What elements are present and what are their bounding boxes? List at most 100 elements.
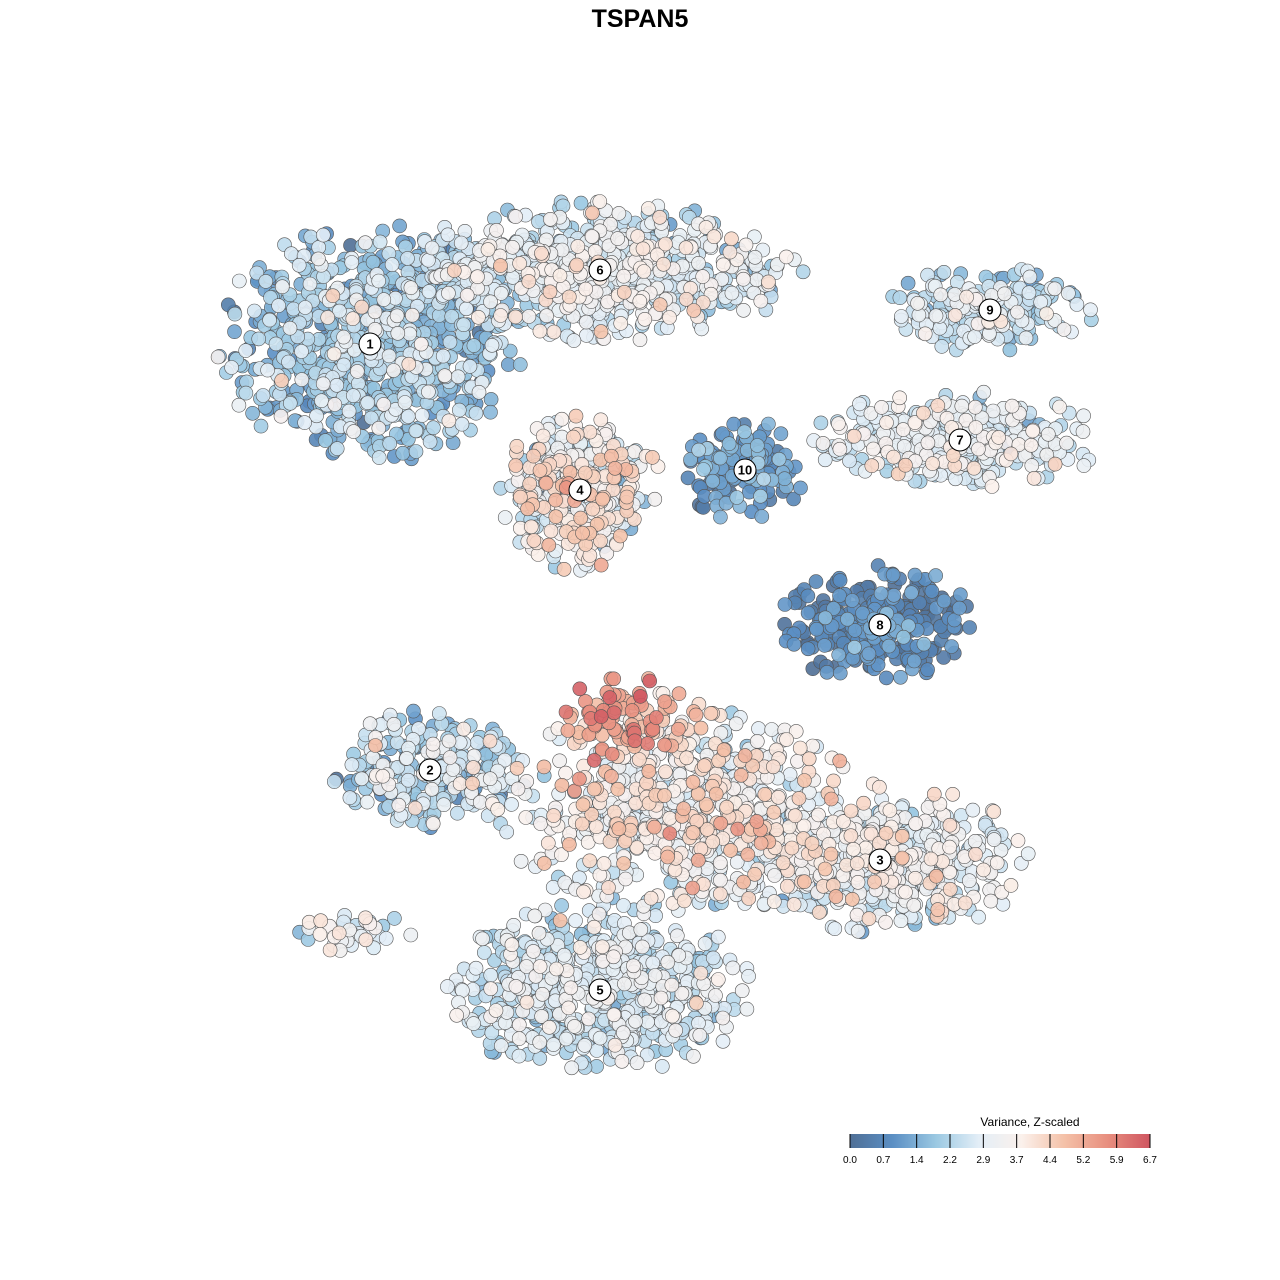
data-point [581,1011,596,1027]
data-point [952,600,967,616]
data-point [691,442,707,458]
data-point [546,1037,561,1052]
data-point [594,939,610,955]
data-point [610,231,626,246]
data-point [694,321,709,337]
data-point [850,874,866,890]
data-point [817,638,832,653]
data-point [440,227,456,243]
data-point [490,802,506,817]
data-point [819,664,835,680]
data-point [968,420,984,435]
data-point [489,223,504,238]
data-point [554,898,569,913]
data-point [831,647,847,663]
data-point [906,898,922,913]
data-point [728,716,744,732]
data-point [552,268,568,283]
data-point [342,790,358,806]
data-point [832,573,848,588]
data-point [907,870,923,886]
data-point [312,926,328,942]
data-point [454,416,470,432]
data-point [566,333,582,348]
data-point [660,954,676,970]
data-point [1026,470,1042,486]
data-point [395,445,411,461]
data-point [1025,423,1040,439]
data-point [397,395,413,410]
data-point [436,797,452,813]
data-point [896,629,911,645]
data-point [400,409,416,424]
data-point [381,348,397,364]
data-point [777,597,793,612]
data-point [1061,285,1076,301]
data-point [786,897,802,912]
data-point [391,797,407,813]
data-point [986,832,1002,847]
data-point [483,392,499,407]
data-point [232,273,247,289]
data-point [376,292,392,307]
data-point [331,925,347,941]
data-point [893,309,909,324]
data-point [795,264,811,280]
data-point [658,236,673,252]
data-point [680,470,696,486]
data-point [483,981,499,997]
data-point [445,762,461,777]
data-point [260,362,275,378]
data-point [633,922,649,937]
data-point [753,488,768,504]
data-point [274,279,290,295]
data-point [224,360,239,375]
data-point [676,893,692,909]
data-point [635,939,650,955]
data-point [942,839,957,855]
data-point [954,398,970,414]
data-point [606,1007,622,1023]
data-point [456,317,472,333]
data-point [827,921,843,937]
data-point [686,1049,701,1064]
data-point [736,302,751,318]
data-point [408,423,424,439]
data-point [747,249,763,265]
data-point [725,960,741,976]
data-point [561,1000,576,1016]
data-point [554,411,570,427]
data-point [692,1028,708,1043]
data-point [1083,302,1098,318]
data-point [291,257,307,273]
data-point [678,240,694,255]
data-point [734,983,750,999]
data-point [247,303,262,319]
data-point [695,269,711,284]
data-point [251,331,267,347]
data-point [421,284,437,299]
data-point [923,851,939,867]
data-point [715,426,730,441]
data-point [873,586,889,601]
data-point [715,1010,731,1026]
data-point [572,940,588,955]
data-point [855,605,870,621]
data-point [637,311,653,327]
data-point [976,862,991,878]
data-point [662,810,678,826]
data-point [920,435,936,451]
data-point [453,235,469,251]
data-point [466,1016,481,1031]
data-point [440,979,455,994]
data-point [542,212,558,227]
data-point [607,1037,623,1053]
data-point [1018,330,1034,346]
data-point [632,293,648,309]
data-point [997,286,1012,302]
data-point [793,480,808,496]
data-point [1052,399,1067,415]
data-point [817,610,833,626]
data-point [1010,304,1025,320]
data-point [543,523,559,539]
